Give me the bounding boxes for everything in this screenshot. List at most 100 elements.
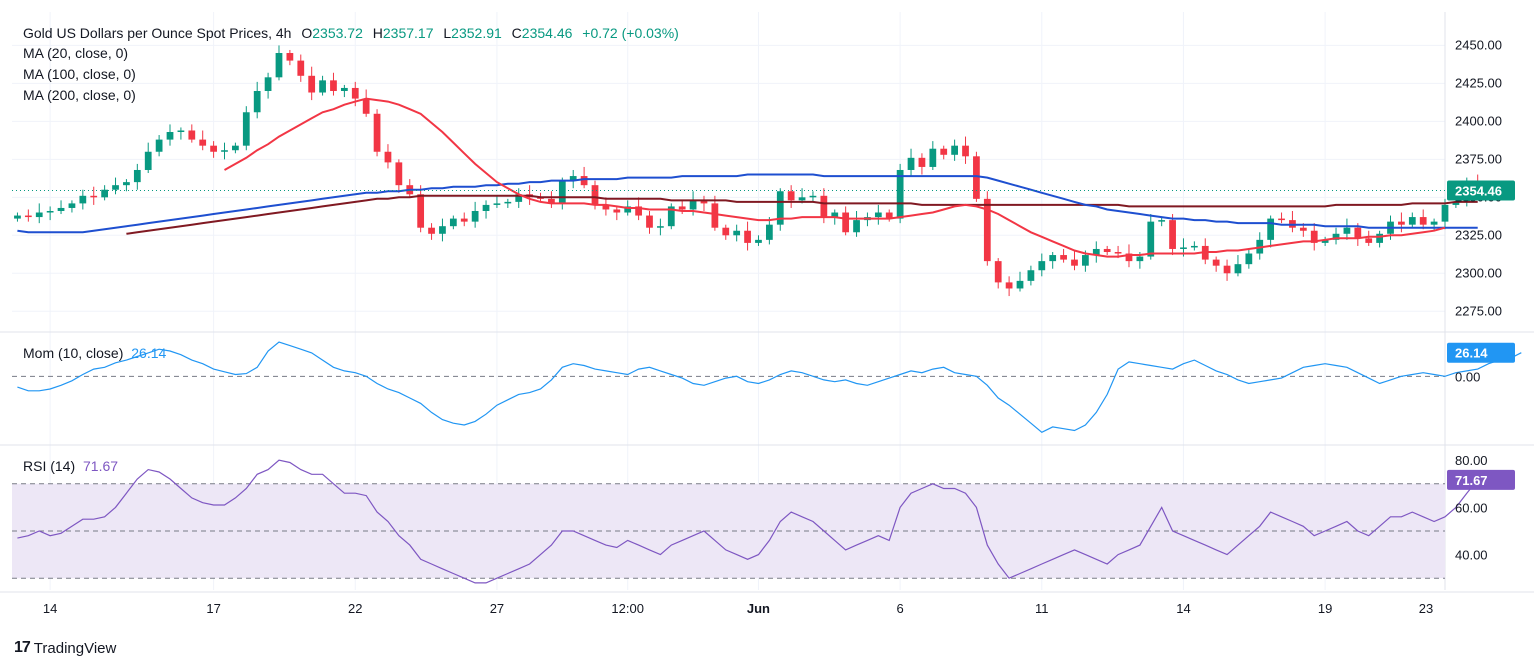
candle[interactable] [253,81,261,119]
candle[interactable] [1190,241,1198,251]
candle[interactable] [569,169,577,189]
candle[interactable] [1398,212,1405,233]
candle[interactable] [1169,214,1176,256]
candle[interactable] [504,198,512,208]
candle[interactable] [319,75,326,96]
candle[interactable] [667,203,675,230]
candle[interactable] [264,72,272,99]
candle[interactable] [602,197,610,216]
candle[interactable] [286,49,294,66]
candle[interactable] [308,66,316,101]
candle[interactable] [144,142,152,174]
candle[interactable] [471,201,479,228]
candle[interactable] [449,215,457,230]
candle[interactable] [1419,209,1427,230]
candle[interactable] [853,210,860,237]
candle[interactable] [1071,250,1078,271]
candle[interactable] [1365,230,1373,246]
candle[interactable] [1408,212,1416,228]
candle[interactable] [733,224,741,242]
ma200-line[interactable] [126,194,1478,235]
candle[interactable] [1245,248,1253,269]
candle[interactable] [918,153,926,175]
candle[interactable] [221,142,228,160]
candle[interactable] [14,212,21,222]
candle[interactable] [177,127,185,140]
candle[interactable] [951,139,958,161]
candle[interactable] [439,218,446,242]
candle[interactable] [1092,241,1100,263]
candle[interactable] [1343,218,1351,240]
candle[interactable] [112,177,119,195]
candle[interactable] [700,195,708,211]
candle[interactable] [994,258,1002,289]
candle[interactable] [417,185,425,233]
candle[interactable] [765,217,773,245]
candle[interactable] [1256,232,1264,260]
candle[interactable] [330,72,337,96]
candle[interactable] [809,191,817,202]
candle[interactable] [242,106,250,151]
ma20-legend[interactable]: MA (20, close, 0) [23,45,129,61]
candle[interactable] [188,124,196,143]
candle[interactable] [1212,256,1220,272]
candle[interactable] [613,206,621,221]
candle[interactable] [79,189,87,210]
candle[interactable] [373,109,381,157]
candle[interactable] [646,210,653,234]
ma200-legend[interactable]: MA (200, close, 0) [23,87,136,103]
momentum-line[interactable] [17,341,1522,434]
candle[interactable] [558,177,566,210]
candle[interactable] [1016,271,1024,292]
candle[interactable] [155,135,163,157]
candle[interactable] [798,188,806,204]
candle[interactable] [133,163,141,190]
candle[interactable] [962,136,969,164]
candle[interactable] [657,218,664,236]
candle[interactable] [580,166,588,189]
candle[interactable] [460,212,468,227]
candle[interactable] [755,235,762,246]
candle[interactable] [1005,276,1013,297]
candle[interactable] [35,203,43,224]
candle[interactable] [776,188,784,231]
candle[interactable] [1234,255,1242,277]
candle[interactable] [1027,265,1035,286]
candle[interactable] [210,141,217,158]
candle[interactable] [1223,259,1231,281]
candle[interactable] [1060,248,1067,263]
candle[interactable] [874,204,882,225]
candle[interactable] [1103,245,1111,256]
candle[interactable] [1049,252,1057,269]
candle[interactable] [362,89,370,117]
candle[interactable] [929,141,937,170]
candle[interactable] [123,179,130,192]
candle[interactable] [1430,218,1438,231]
candle[interactable] [722,224,730,240]
candle[interactable] [885,209,893,222]
rsi-line[interactable] [17,459,1479,584]
candle[interactable] [90,186,98,205]
candle[interactable] [340,84,348,98]
candle[interactable] [297,54,305,82]
candle[interactable] [896,163,904,224]
candle[interactable] [907,148,915,177]
candle[interactable] [493,195,501,208]
candle[interactable] [406,179,414,198]
candle[interactable] [1376,230,1383,248]
candle[interactable] [275,45,283,81]
candle[interactable] [395,159,403,193]
candle[interactable] [940,145,948,160]
candle[interactable] [842,206,850,236]
candle[interactable] [1158,217,1166,227]
candle[interactable] [1038,253,1046,277]
candle[interactable] [515,188,523,208]
ma100-legend[interactable]: MA (100, close, 0) [23,66,136,82]
candle[interactable] [1310,223,1318,251]
candle[interactable] [1289,210,1296,233]
candle[interactable] [744,221,751,251]
ma100-line[interactable] [17,173,1478,234]
candle[interactable] [1278,212,1285,224]
candle[interactable] [101,185,109,201]
